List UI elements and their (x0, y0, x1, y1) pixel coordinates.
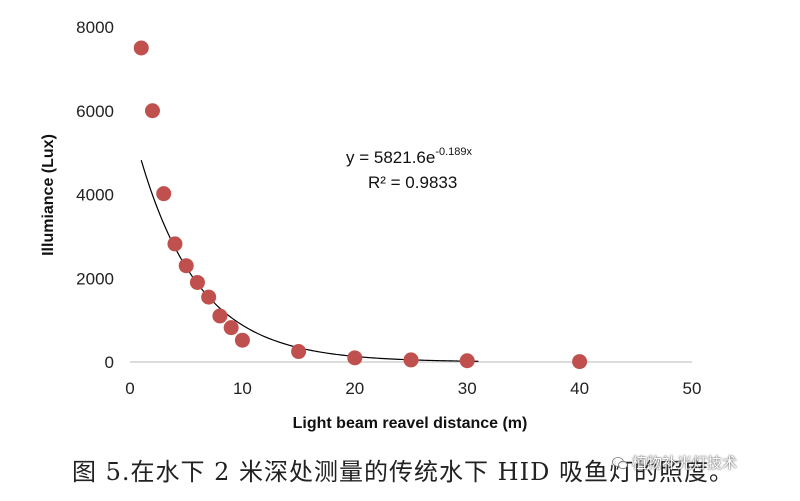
r-squared-annotation: R² = 0.9833 (368, 173, 457, 192)
data-point (201, 289, 217, 305)
equation-base: y = 5821.6e (346, 148, 435, 167)
data-point (403, 352, 419, 368)
data-points (133, 40, 588, 370)
y-tick-label: 2000 (76, 269, 114, 288)
watermark: 植物补光灯技术 (612, 452, 737, 473)
data-point (459, 353, 475, 369)
x-tick-label: 10 (233, 379, 252, 398)
x-tick-label: 0 (125, 379, 134, 398)
x-tick-label: 40 (570, 379, 589, 398)
y-axis-ticks: 0 2000 4000 6000 8000 (76, 18, 114, 372)
equation-annotation: y = 5821.6e-0.189x (346, 146, 473, 167)
y-tick-label: 4000 (76, 186, 114, 205)
x-tick-label: 30 (458, 379, 477, 398)
y-tick-label: 0 (105, 353, 114, 372)
data-point (156, 186, 172, 202)
data-point (347, 350, 363, 366)
data-point (572, 354, 588, 370)
data-point (223, 320, 239, 336)
equation-exponent: -0.189x (435, 146, 472, 158)
data-point (189, 274, 205, 290)
data-point (212, 308, 228, 324)
data-point (133, 40, 149, 56)
y-axis-title: Illumiance (Lux) (40, 134, 57, 256)
data-point (234, 332, 250, 348)
data-point (167, 236, 183, 252)
x-axis-title: Light beam reavel distance (m) (293, 415, 528, 432)
x-axis-ticks: 0 10 20 30 40 50 (125, 379, 701, 398)
wechat-icon (612, 457, 628, 470)
x-tick-label: 50 (683, 379, 702, 398)
y-tick-label: 6000 (76, 102, 114, 121)
y-tick-label: 8000 (76, 18, 114, 37)
data-point (291, 344, 307, 360)
data-point (178, 258, 194, 274)
x-tick-label: 20 (345, 379, 364, 398)
watermark-text: 植物补光灯技术 (632, 454, 738, 472)
data-point (144, 103, 160, 119)
scatter-chart: 0 2000 4000 6000 8000 0 10 20 30 40 50 y = 5821.6… (40, 18, 701, 432)
